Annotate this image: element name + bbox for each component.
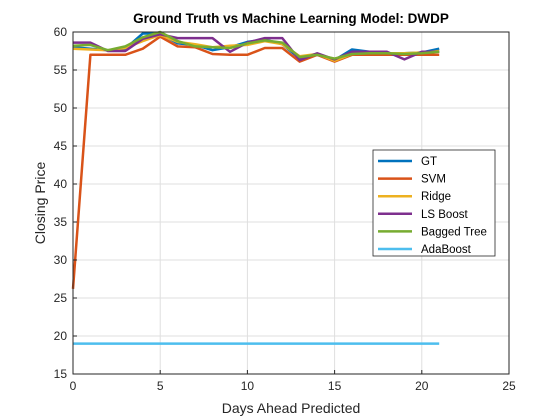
y-tick-label: 50: [54, 101, 68, 115]
x-axis-label: Days Ahead Predicted: [222, 400, 361, 416]
x-tick-label: 0: [70, 379, 77, 393]
y-tick-label: 45: [54, 139, 68, 153]
legend: GT SVM Ridge LS Boost Bagged Tree AdaBoost: [372, 149, 496, 257]
x-tick-label: 25: [502, 379, 516, 393]
series-line-svm: [71, 35, 440, 289]
legend-label-adaboost: AdaBoost: [421, 244, 472, 256]
y-axis-label: Closing Price: [32, 162, 48, 245]
y-tick-label: 30: [54, 253, 68, 267]
plot-area-border: [72, 31, 510, 375]
chart-title: Ground Truth vs Machine Learning Model: …: [133, 11, 449, 26]
axis-ticks: 0 5 10 15 20 25 15 20 25 30 35 40 45 50 55 60: [54, 25, 516, 393]
y-tick-label: 60: [54, 25, 68, 39]
series-line-ls-boost: [73, 33, 440, 62]
x-tick-label: 20: [415, 379, 429, 393]
x-tick-label: 15: [328, 379, 342, 393]
y-tick-label: 55: [54, 63, 68, 77]
legend-label-svm: SVM: [421, 174, 446, 186]
legend-box: [372, 149, 496, 257]
legend-label-ls-boost: LS Boost: [421, 209, 468, 221]
legend-label-gt: GT: [421, 156, 437, 168]
legend-label-ridge: Ridge: [421, 191, 451, 203]
series-lines: [71, 30, 440, 345]
y-tick-label: 40: [54, 177, 68, 191]
y-tick-label: 35: [54, 215, 68, 229]
x-tick-label: 10: [241, 379, 255, 393]
legend-label-bagged-tree: Bagged Tree: [421, 226, 487, 238]
y-tick-label: 25: [54, 291, 68, 305]
x-tick-label: 5: [157, 379, 164, 393]
y-tick-label: 15: [54, 367, 68, 381]
series-line-bagged-tree: [72, 30, 440, 60]
y-tick-label: 20: [54, 329, 68, 343]
